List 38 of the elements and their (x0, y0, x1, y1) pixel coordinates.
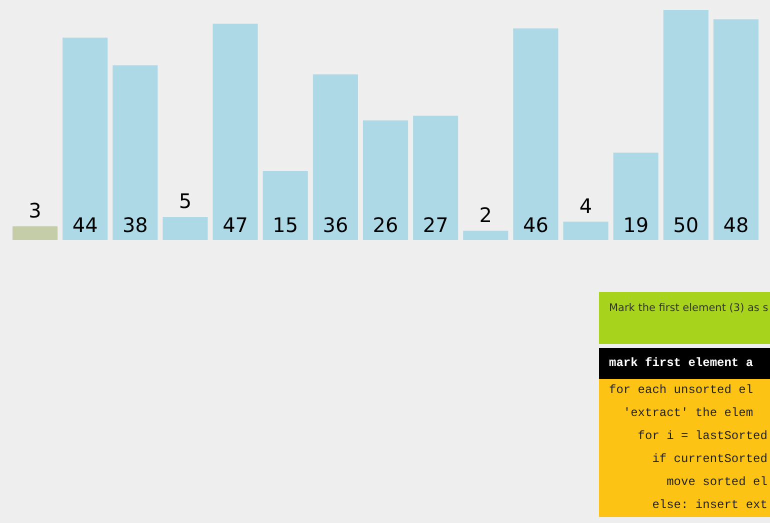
data-label: 3 (28, 198, 42, 222)
bar (613, 152, 658, 240)
bar (413, 116, 458, 240)
bar (362, 120, 408, 240)
data-label: 4 (579, 194, 592, 218)
bar (212, 24, 258, 240)
data-label: 47 (222, 213, 248, 238)
data-label: 38 (122, 213, 148, 238)
text: move sorted el (599, 471, 770, 494)
text: else: insert ext (599, 494, 770, 517)
bar (312, 74, 358, 240)
data-label: 15 (272, 213, 298, 238)
data-label: 5 (178, 189, 192, 214)
bar (12, 226, 58, 240)
bar (262, 171, 308, 240)
data-label: 2 (479, 203, 492, 228)
text: 'extract' the elem (599, 402, 770, 425)
data-label: 19 (623, 213, 649, 238)
text: Mark the first element (3) as s (599, 292, 770, 344)
text: if currentSorted (599, 448, 770, 471)
bar (162, 217, 208, 240)
bar (62, 38, 108, 240)
text: for i = lastSorted (599, 425, 770, 448)
bar (513, 28, 558, 240)
data-label: 44 (72, 213, 98, 238)
text: mark first element a (599, 348, 770, 379)
bar (663, 10, 708, 240)
bar (463, 230, 508, 240)
bar (563, 222, 608, 240)
data-label: 46 (522, 213, 548, 238)
data-label: 26 (372, 213, 398, 238)
data-label: 48 (723, 213, 749, 238)
text: for each unsorted el (599, 379, 770, 402)
data-label: 36 (322, 213, 348, 238)
bar (112, 65, 158, 240)
data-label: 50 (673, 213, 699, 238)
data-label: 27 (422, 213, 448, 238)
bar (713, 19, 758, 240)
